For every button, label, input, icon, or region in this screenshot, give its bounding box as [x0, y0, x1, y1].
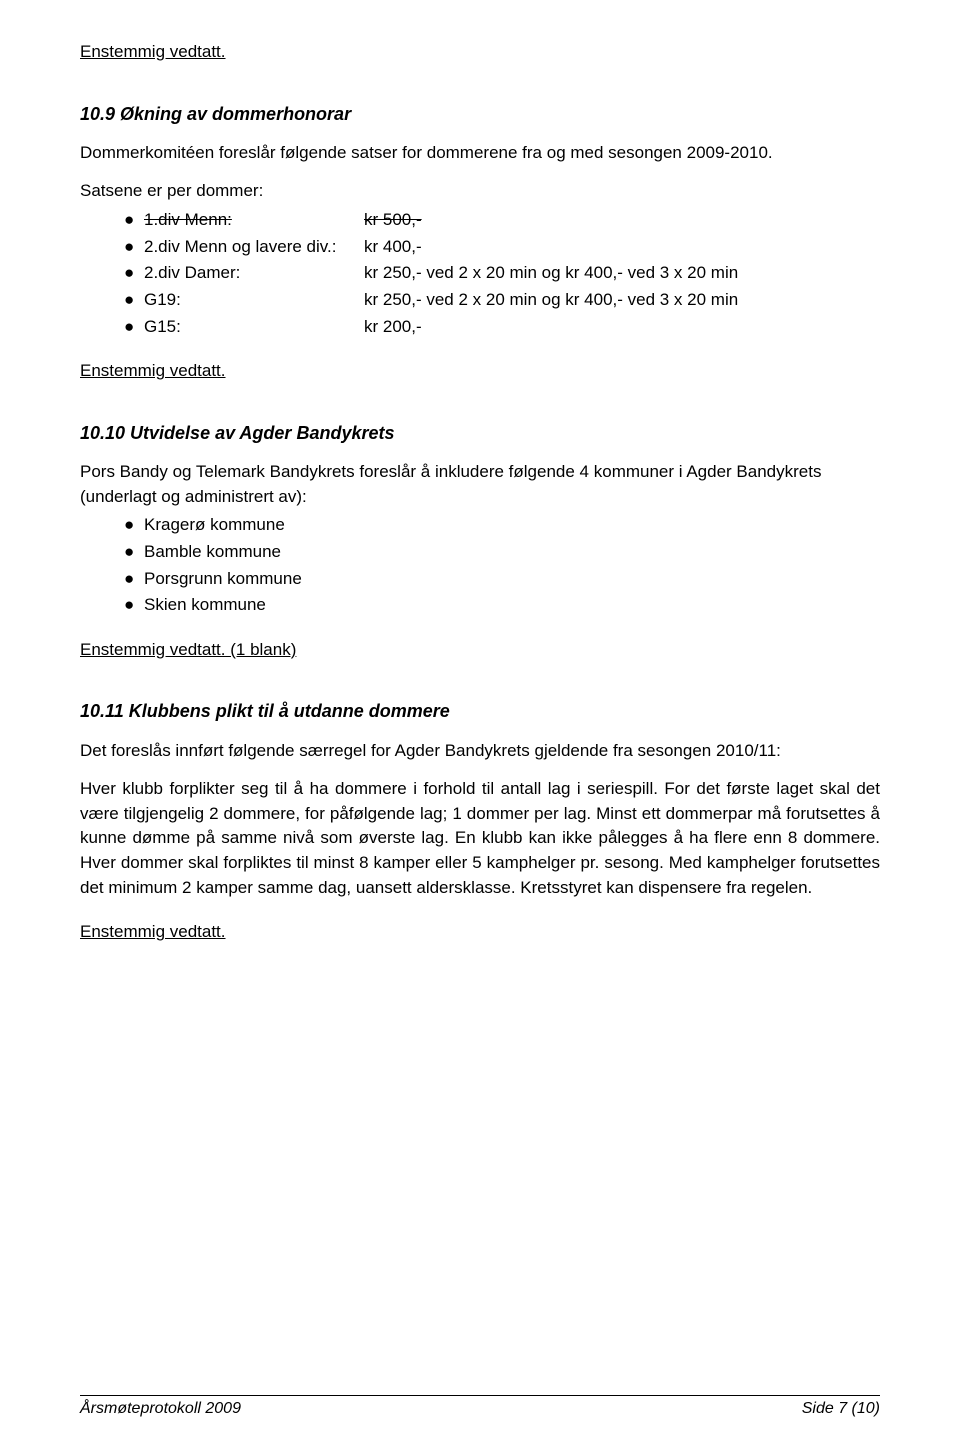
- section-109-intro: Dommerkomitéen foreslår følgende satser …: [80, 141, 880, 166]
- rate-label: 2.div Damer:: [144, 261, 364, 286]
- rate-row: ● 1.div Menn: kr 500,-: [124, 208, 880, 233]
- footer-left: Årsmøteprotokoll 2009: [80, 1400, 241, 1418]
- rate-label: 1.div Menn:: [144, 208, 364, 233]
- bullet-icon: ●: [124, 288, 144, 313]
- rate-label: G19:: [144, 288, 364, 313]
- footer-right: Side 7 (10): [802, 1400, 880, 1418]
- rate-row: ● 2.div Menn og lavere div.: kr 400,-: [124, 235, 880, 260]
- section-109-rate-list: ● 1.div Menn: kr 500,- ● 2.div Menn og l…: [80, 208, 880, 339]
- page-content: Enstemmig vedtatt. 10.9 Økning av dommer…: [0, 0, 960, 945]
- bullet-icon: ●: [124, 208, 144, 233]
- section-1010-heading: 10.10 Utvidelse av Agder Bandykrets: [80, 420, 880, 446]
- section-1010-intro: Pors Bandy og Telemark Bandykrets foresl…: [80, 460, 880, 509]
- list-item: ● Porsgrunn kommune: [124, 567, 880, 592]
- rate-value: kr 400,-: [364, 235, 880, 260]
- resolution-1011: Enstemmig vedtatt.: [80, 920, 880, 945]
- list-item: ● Bamble kommune: [124, 540, 880, 565]
- list-item-text: Porsgrunn kommune: [144, 567, 302, 592]
- rate-value: kr 250,- ved 2 x 20 min og kr 400,- ved …: [364, 261, 880, 286]
- bullet-icon: ●: [124, 540, 144, 565]
- bullet-icon: ●: [124, 513, 144, 538]
- rate-row: ● 2.div Damer: kr 250,- ved 2 x 20 min o…: [124, 261, 880, 286]
- rate-value: kr 500,-: [364, 208, 880, 233]
- rate-label: G15:: [144, 315, 364, 340]
- rate-row: ● G15: kr 200,-: [124, 315, 880, 340]
- section-1011-body: Hver klubb forplikter seg til å ha domme…: [80, 777, 880, 900]
- resolution-top: Enstemmig vedtatt.: [80, 40, 880, 65]
- rate-value: kr 200,-: [364, 315, 880, 340]
- section-109-rates-intro: Satsene er per dommer:: [80, 179, 880, 204]
- list-item-text: Bamble kommune: [144, 540, 281, 565]
- bullet-icon: ●: [124, 235, 144, 260]
- bullet-icon: ●: [124, 593, 144, 618]
- resolution-109: Enstemmig vedtatt.: [80, 359, 880, 384]
- rate-value: kr 250,- ved 2 x 20 min og kr 400,- ved …: [364, 288, 880, 313]
- section-109-heading: 10.9 Økning av dommerhonorar: [80, 101, 880, 127]
- page-footer: Årsmøteprotokoll 2009 Side 7 (10): [80, 1395, 880, 1418]
- rate-row: ● G19: kr 250,- ved 2 x 20 min og kr 400…: [124, 288, 880, 313]
- list-item: ● Kragerø kommune: [124, 513, 880, 538]
- section-1010-list: ● Kragerø kommune ● Bamble kommune ● Por…: [80, 513, 880, 618]
- rate-label: 2.div Menn og lavere div.:: [144, 235, 364, 260]
- section-1011-heading: 10.11 Klubbens plikt til å utdanne domme…: [80, 698, 880, 724]
- list-item-text: Skien kommune: [144, 593, 266, 618]
- resolution-1010: Enstemmig vedtatt. (1 blank): [80, 638, 880, 663]
- list-item-text: Kragerø kommune: [144, 513, 285, 538]
- list-item: ● Skien kommune: [124, 593, 880, 618]
- bullet-icon: ●: [124, 315, 144, 340]
- bullet-icon: ●: [124, 567, 144, 592]
- section-1011-intro: Det foreslås innført følgende særregel f…: [80, 739, 880, 764]
- bullet-icon: ●: [124, 261, 144, 286]
- resolution-1010-text: Enstemmig vedtatt.: [80, 640, 226, 659]
